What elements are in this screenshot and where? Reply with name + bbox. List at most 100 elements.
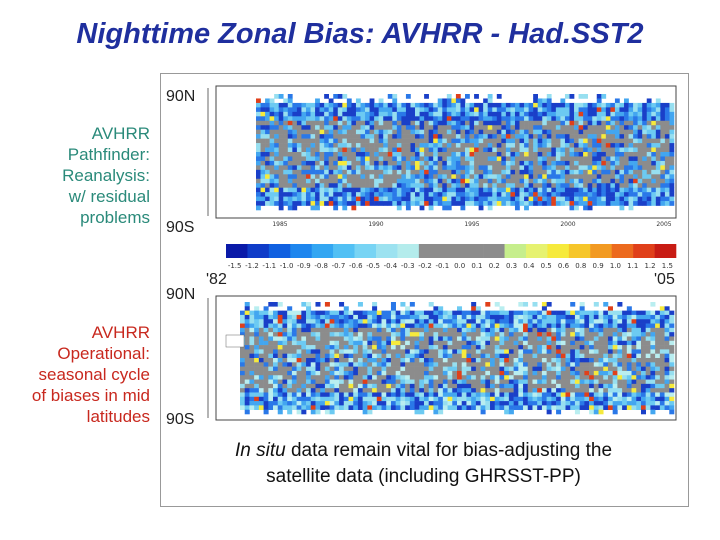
texture-cell xyxy=(499,396,505,402)
texture-cell xyxy=(560,336,566,342)
texture-cell xyxy=(628,187,634,193)
texture-cell xyxy=(574,152,579,157)
texture-cell xyxy=(348,314,354,320)
texture-cell xyxy=(655,169,661,175)
texture-cell xyxy=(256,178,261,184)
texture-cell xyxy=(265,143,270,148)
texture-cell xyxy=(622,366,628,372)
texture-cell xyxy=(631,319,637,324)
texture-cell xyxy=(315,169,320,175)
texture-cell xyxy=(533,116,538,122)
texture-cell xyxy=(401,178,407,184)
texture-cell xyxy=(305,102,311,108)
texture-cell xyxy=(339,392,345,398)
texture-cell xyxy=(592,120,598,126)
texture-cell xyxy=(490,310,496,316)
texture-cell xyxy=(324,345,330,350)
texture-cell xyxy=(650,345,656,350)
texture-cell xyxy=(390,358,396,363)
texture-cell xyxy=(419,370,425,376)
texture-cell xyxy=(287,201,293,206)
colorbar-tick-label: 0.5 xyxy=(541,262,552,270)
texture-cell xyxy=(428,116,434,122)
texture-cell xyxy=(610,125,616,130)
texture-cell xyxy=(669,401,675,406)
texture-cell xyxy=(592,129,598,135)
texture-cell xyxy=(655,192,661,197)
texture-cell xyxy=(532,310,538,316)
texture-cell xyxy=(395,327,401,333)
texture-cell xyxy=(423,327,429,333)
texture-cell xyxy=(645,345,651,350)
texture-cell xyxy=(457,345,463,350)
texture-cell xyxy=(405,340,411,346)
texture-cell xyxy=(287,392,293,398)
texture-cell xyxy=(490,358,496,363)
texture-cell xyxy=(501,201,507,206)
colorbar-tick-labels: -1.5 -1.2 -1.1 -1.0 -0.9 -0.8 -0.7 -0.6 -0.5 -0.4… xyxy=(228,262,673,270)
texture-cell xyxy=(655,174,661,180)
texture-cell xyxy=(655,138,661,144)
texture-cell xyxy=(474,174,479,180)
texture-cell xyxy=(560,379,566,385)
texture-cell xyxy=(365,120,370,126)
texture-cell xyxy=(546,138,552,144)
texture-cell xyxy=(528,192,534,197)
texture-cell xyxy=(392,160,398,166)
texture-cell xyxy=(296,143,302,148)
texture-cell xyxy=(337,116,343,122)
texture-cell xyxy=(628,102,634,108)
texture-cell xyxy=(490,353,496,359)
texture-cell xyxy=(471,379,477,385)
texture-cell xyxy=(405,125,411,130)
texture-cell xyxy=(395,353,401,359)
texture-cell xyxy=(351,111,357,117)
texture-cell xyxy=(555,165,561,171)
texture-cell xyxy=(374,147,379,153)
texture-cell xyxy=(660,192,666,197)
texture-cell xyxy=(655,362,661,367)
texture-cell xyxy=(438,310,444,316)
texture-cell xyxy=(528,111,534,117)
texture-cell xyxy=(542,187,548,193)
texture-cell xyxy=(578,192,584,197)
texture-cell xyxy=(424,134,429,139)
texture-cell xyxy=(505,160,511,166)
texture-cell xyxy=(565,370,571,376)
texture-cell xyxy=(283,147,289,153)
texture-cell xyxy=(474,178,479,184)
texture-cell xyxy=(455,156,461,162)
texture-cell xyxy=(342,134,348,139)
texture-cell xyxy=(596,107,602,113)
colorbar-swatch xyxy=(290,244,313,258)
texture-cell xyxy=(528,196,534,202)
texture-cell xyxy=(583,165,588,171)
texture-cell xyxy=(442,147,448,153)
texture-cell xyxy=(438,306,444,311)
texture-cell xyxy=(579,375,585,380)
texture-cell xyxy=(324,192,329,197)
texture-cell xyxy=(452,314,458,320)
texture-cell xyxy=(446,205,452,211)
texture-cell xyxy=(637,178,643,184)
texture-cell xyxy=(556,353,562,359)
texture-cell xyxy=(622,336,628,342)
texture-cell xyxy=(574,129,579,135)
texture-cell xyxy=(524,183,529,188)
texture-cell xyxy=(405,306,411,311)
texture-cell xyxy=(287,196,293,202)
texture-cell xyxy=(636,379,642,385)
texture-cell xyxy=(592,196,598,202)
texture-cell xyxy=(466,332,472,337)
texture-cell xyxy=(583,160,588,166)
texture-cell xyxy=(532,379,538,385)
texture-cell xyxy=(409,388,415,393)
texture-cell xyxy=(362,396,368,402)
texture-cell xyxy=(592,156,598,162)
texture-cell xyxy=(603,392,609,398)
texture-cell xyxy=(541,349,547,354)
texture-cell xyxy=(574,345,580,350)
texture-cell xyxy=(329,388,335,393)
texture-cell xyxy=(565,362,571,367)
texture-cell xyxy=(400,310,406,316)
